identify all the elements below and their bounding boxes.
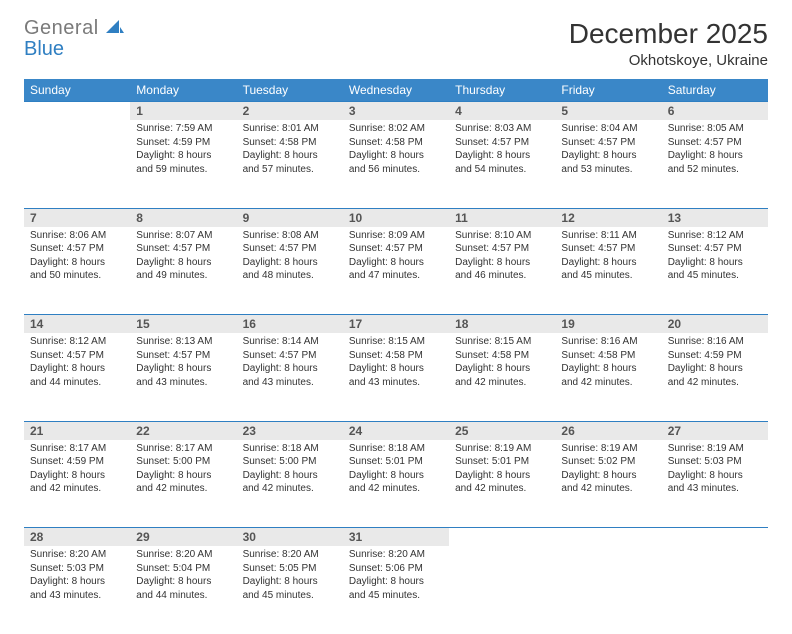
day-number: 12	[555, 208, 661, 227]
title-block: December 2025 Okhotskoye, Ukraine	[569, 18, 768, 69]
content-row: Sunrise: 8:17 AMSunset: 4:59 PMDaylight:…	[24, 440, 768, 528]
weekday-header: Tuesday	[237, 79, 343, 102]
day-cell: Sunrise: 8:20 AMSunset: 5:05 PMDaylight:…	[237, 546, 343, 634]
brand-line2: Blue	[24, 38, 64, 60]
content-row: Sunrise: 8:12 AMSunset: 4:57 PMDaylight:…	[24, 333, 768, 421]
day-number: 4	[449, 102, 555, 121]
day-number: 24	[343, 421, 449, 440]
weekday-header: Thursday	[449, 79, 555, 102]
day-number: 18	[449, 315, 555, 334]
weekday-header-row: SundayMondayTuesdayWednesdayThursdayFrid…	[24, 79, 768, 102]
day-number: 15	[130, 315, 236, 334]
day-number: 27	[662, 421, 768, 440]
empty-cell	[555, 546, 661, 634]
day-cell: Sunrise: 8:02 AMSunset: 4:58 PMDaylight:…	[343, 120, 449, 208]
day-cell: Sunrise: 8:19 AMSunset: 5:01 PMDaylight:…	[449, 440, 555, 528]
brand-line1: General	[24, 17, 99, 39]
daynum-row: 78910111213	[24, 208, 768, 227]
day-number: 5	[555, 102, 661, 121]
day-cell: Sunrise: 8:14 AMSunset: 4:57 PMDaylight:…	[237, 333, 343, 421]
weekday-header: Saturday	[662, 79, 768, 102]
day-number: 10	[343, 208, 449, 227]
day-cell: Sunrise: 8:06 AMSunset: 4:57 PMDaylight:…	[24, 227, 130, 315]
day-cell: Sunrise: 8:03 AMSunset: 4:57 PMDaylight:…	[449, 120, 555, 208]
day-cell: Sunrise: 8:13 AMSunset: 4:57 PMDaylight:…	[130, 333, 236, 421]
day-cell: Sunrise: 8:19 AMSunset: 5:02 PMDaylight:…	[555, 440, 661, 528]
day-cell: Sunrise: 8:15 AMSunset: 4:58 PMDaylight:…	[449, 333, 555, 421]
day-number: 25	[449, 421, 555, 440]
day-number: 7	[24, 208, 130, 227]
day-cell: Sunrise: 8:05 AMSunset: 4:57 PMDaylight:…	[662, 120, 768, 208]
content-row: Sunrise: 8:06 AMSunset: 4:57 PMDaylight:…	[24, 227, 768, 315]
calendar-table: SundayMondayTuesdayWednesdayThursdayFrid…	[24, 79, 768, 634]
empty-cell	[449, 546, 555, 634]
day-number: 29	[130, 528, 236, 547]
daynum-row: 123456	[24, 102, 768, 121]
title-location: Okhotskoye, Ukraine	[569, 52, 768, 69]
day-cell: Sunrise: 8:19 AMSunset: 5:03 PMDaylight:…	[662, 440, 768, 528]
sail-icon	[106, 18, 124, 34]
day-number: 8	[130, 208, 236, 227]
day-number: 31	[343, 528, 449, 547]
content-row: Sunrise: 7:59 AMSunset: 4:59 PMDaylight:…	[24, 120, 768, 208]
day-cell: Sunrise: 8:17 AMSunset: 4:59 PMDaylight:…	[24, 440, 130, 528]
empty-cell	[24, 120, 130, 208]
day-number: 14	[24, 315, 130, 334]
weekday-header: Friday	[555, 79, 661, 102]
day-number: 19	[555, 315, 661, 334]
day-number: 9	[237, 208, 343, 227]
day-number: 22	[130, 421, 236, 440]
day-cell: Sunrise: 8:04 AMSunset: 4:57 PMDaylight:…	[555, 120, 661, 208]
daynum-row: 28293031	[24, 528, 768, 547]
weekday-header: Sunday	[24, 79, 130, 102]
title-month: December 2025	[569, 18, 768, 50]
day-cell: Sunrise: 8:20 AMSunset: 5:06 PMDaylight:…	[343, 546, 449, 634]
day-number: 16	[237, 315, 343, 334]
day-number: 17	[343, 315, 449, 334]
day-number: 2	[237, 102, 343, 121]
day-number: 20	[662, 315, 768, 334]
day-number: 26	[555, 421, 661, 440]
day-cell: Sunrise: 8:12 AMSunset: 4:57 PMDaylight:…	[24, 333, 130, 421]
empty-cell	[555, 528, 661, 547]
empty-cell	[662, 528, 768, 547]
day-cell: Sunrise: 8:20 AMSunset: 5:03 PMDaylight:…	[24, 546, 130, 634]
weekday-header: Wednesday	[343, 79, 449, 102]
weekday-header: Monday	[130, 79, 236, 102]
day-cell: Sunrise: 8:12 AMSunset: 4:57 PMDaylight:…	[662, 227, 768, 315]
empty-cell	[662, 546, 768, 634]
brand-logo: General Blue	[24, 18, 124, 60]
day-cell: Sunrise: 8:01 AMSunset: 4:58 PMDaylight:…	[237, 120, 343, 208]
header: General Blue December 2025 Okhotskoye, U…	[24, 18, 768, 69]
day-cell: Sunrise: 8:11 AMSunset: 4:57 PMDaylight:…	[555, 227, 661, 315]
day-cell: Sunrise: 7:59 AMSunset: 4:59 PMDaylight:…	[130, 120, 236, 208]
day-number: 23	[237, 421, 343, 440]
day-cell: Sunrise: 8:16 AMSunset: 4:58 PMDaylight:…	[555, 333, 661, 421]
day-cell: Sunrise: 8:17 AMSunset: 5:00 PMDaylight:…	[130, 440, 236, 528]
day-cell: Sunrise: 8:20 AMSunset: 5:04 PMDaylight:…	[130, 546, 236, 634]
day-number: 3	[343, 102, 449, 121]
day-cell: Sunrise: 8:15 AMSunset: 4:58 PMDaylight:…	[343, 333, 449, 421]
day-number: 11	[449, 208, 555, 227]
day-cell: Sunrise: 8:18 AMSunset: 5:00 PMDaylight:…	[237, 440, 343, 528]
day-number: 1	[130, 102, 236, 121]
daynum-row: 14151617181920	[24, 315, 768, 334]
day-number: 6	[662, 102, 768, 121]
day-cell: Sunrise: 8:18 AMSunset: 5:01 PMDaylight:…	[343, 440, 449, 528]
content-row: Sunrise: 8:20 AMSunset: 5:03 PMDaylight:…	[24, 546, 768, 634]
day-number: 13	[662, 208, 768, 227]
daynum-row: 21222324252627	[24, 421, 768, 440]
empty-cell	[449, 528, 555, 547]
day-cell: Sunrise: 8:09 AMSunset: 4:57 PMDaylight:…	[343, 227, 449, 315]
day-number: 28	[24, 528, 130, 547]
day-cell: Sunrise: 8:07 AMSunset: 4:57 PMDaylight:…	[130, 227, 236, 315]
day-cell: Sunrise: 8:16 AMSunset: 4:59 PMDaylight:…	[662, 333, 768, 421]
day-number: 30	[237, 528, 343, 547]
day-number: 21	[24, 421, 130, 440]
day-cell: Sunrise: 8:10 AMSunset: 4:57 PMDaylight:…	[449, 227, 555, 315]
empty-cell	[24, 102, 130, 121]
day-cell: Sunrise: 8:08 AMSunset: 4:57 PMDaylight:…	[237, 227, 343, 315]
